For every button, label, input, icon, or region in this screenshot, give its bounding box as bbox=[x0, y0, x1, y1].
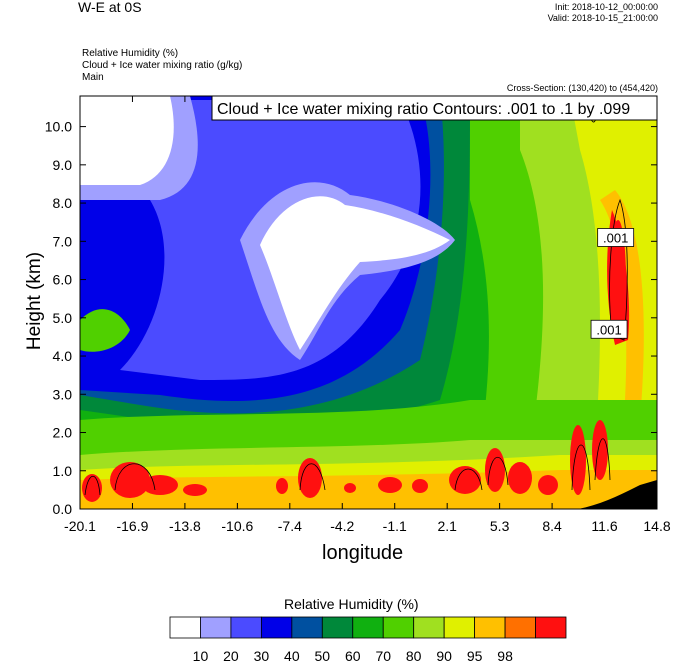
contour-label-box bbox=[590, 319, 628, 339]
y-tick-label: 10.0 bbox=[45, 119, 72, 135]
colorbar-level-label: 98 bbox=[497, 648, 513, 664]
colorbar-swatch bbox=[535, 616, 567, 639]
humidity-field bbox=[80, 96, 657, 509]
colorbar-level-label: 60 bbox=[345, 648, 361, 664]
colorbar-swatch bbox=[291, 616, 323, 639]
y-tick-label: 2.0 bbox=[53, 425, 73, 441]
colorbar-level-label: 95 bbox=[467, 648, 483, 664]
colorbar-level-label: 10 bbox=[193, 648, 209, 664]
y-tick-label: 4.0 bbox=[53, 348, 73, 364]
colorbar-swatch bbox=[321, 616, 354, 639]
x-tick-label: -20.1 bbox=[64, 518, 96, 534]
y-tick-label: 3.0 bbox=[53, 386, 73, 402]
x-tick-label: -1.1 bbox=[383, 518, 407, 534]
svg-text:Cloud + Ice water mixing ratio: Cloud + Ice water mixing ratio Contours:… bbox=[217, 101, 630, 118]
x-tick-label: -4.2 bbox=[330, 518, 354, 534]
colorbar-swatch bbox=[200, 616, 232, 639]
x-axis-label: longitude bbox=[322, 542, 404, 564]
init-time: Init: 2018-10-12_00:00:00 bbox=[554, 2, 658, 12]
x-tick-label: 11.6 bbox=[591, 518, 617, 534]
x-tick-label: 2.1 bbox=[437, 518, 457, 534]
y-axis: 0.0 1.0 2.0 3.0 4.0 5.0 6.0 7.0 8.0 9.0 10.0 bbox=[45, 119, 657, 517]
y-tick-label: 8.0 bbox=[53, 195, 73, 211]
colorbar-swatch bbox=[352, 616, 384, 639]
x-tick-label: 8.4 bbox=[542, 518, 562, 534]
y-tick-label: 9.0 bbox=[53, 157, 73, 173]
colorbar-swatch bbox=[504, 616, 536, 639]
contour-info-box: Cloud + Ice water mixing ratio Contours:… bbox=[211, 95, 658, 121]
contour-label: .001 bbox=[603, 230, 628, 245]
x-tick-label: -7.4 bbox=[278, 518, 302, 534]
valid-time: Valid: 2018-10-15_21:00:00 bbox=[547, 13, 658, 23]
field-relative-humidity: Relative Humidity (%) bbox=[82, 48, 179, 59]
y-tick-label: 1.0 bbox=[53, 463, 73, 479]
contour-label-box bbox=[597, 228, 635, 247]
x-tick-label: 5.3 bbox=[490, 518, 510, 534]
colorbar-level-label: 80 bbox=[406, 648, 422, 664]
cloud-contours bbox=[84, 96, 628, 496]
time-info: Init: 2018-10-12_00:00:00 Valid: 2018-10… bbox=[548, 2, 658, 24]
x-tick-label: 14.8 bbox=[643, 518, 670, 534]
cross-section-label: Cross-Section: (130,420) to (454,420) bbox=[506, 83, 658, 93]
contour-label: .001 bbox=[596, 322, 621, 337]
contour-labels: .001 .001 bbox=[590, 228, 635, 339]
convective-cells bbox=[82, 220, 626, 502]
colorbar: 10 20 30 40 50 60 70 80 90 95 98 bbox=[169, 616, 567, 664]
colorbar-swatch bbox=[169, 616, 201, 639]
y-tick-label: 7.0 bbox=[53, 233, 73, 249]
colorbar-level-label: 30 bbox=[254, 648, 270, 664]
colorbar-swatch bbox=[443, 616, 476, 639]
colorbar-level-label: 40 bbox=[284, 648, 300, 664]
y-tick-label: 6.0 bbox=[53, 272, 73, 288]
colorbar-swatch bbox=[260, 616, 293, 639]
y-tick-label: 5.0 bbox=[53, 310, 73, 326]
x-tick-label: -16.9 bbox=[116, 518, 148, 534]
colorbar-level-label: 70 bbox=[375, 648, 391, 664]
x-tick-label: -13.8 bbox=[169, 518, 201, 534]
colorbar-level-label: 90 bbox=[436, 648, 452, 664]
colorbar-level-label: 50 bbox=[315, 648, 331, 664]
y-tick-label: 0.0 bbox=[53, 501, 73, 517]
colorbar-title: Relative Humidity (%) bbox=[284, 596, 419, 612]
colorbar-swatch bbox=[382, 616, 415, 639]
x-axis: -20.1 -16.9 -13.8 -10.6 -7.4 -4.2 -1.1 2.1 5.3 8.… bbox=[64, 96, 671, 534]
x-tick-label: -10.6 bbox=[221, 518, 253, 534]
terrain bbox=[578, 480, 657, 509]
colorbar-swatch bbox=[474, 616, 506, 639]
y-axis-label: Height (km) bbox=[24, 251, 45, 351]
plot-title: W-E at 0S bbox=[78, 0, 142, 15]
colorbar-swatch bbox=[230, 616, 262, 639]
field-descriptions: Relative Humidity (%) Cloud + Ice water … bbox=[82, 48, 242, 84]
field-main: Main bbox=[82, 72, 104, 83]
colorbar-swatch bbox=[413, 616, 445, 639]
colorbar-level-label: 20 bbox=[223, 648, 239, 664]
field-cloud-ice: Cloud + Ice water mixing ratio (g/kg) bbox=[82, 60, 243, 71]
